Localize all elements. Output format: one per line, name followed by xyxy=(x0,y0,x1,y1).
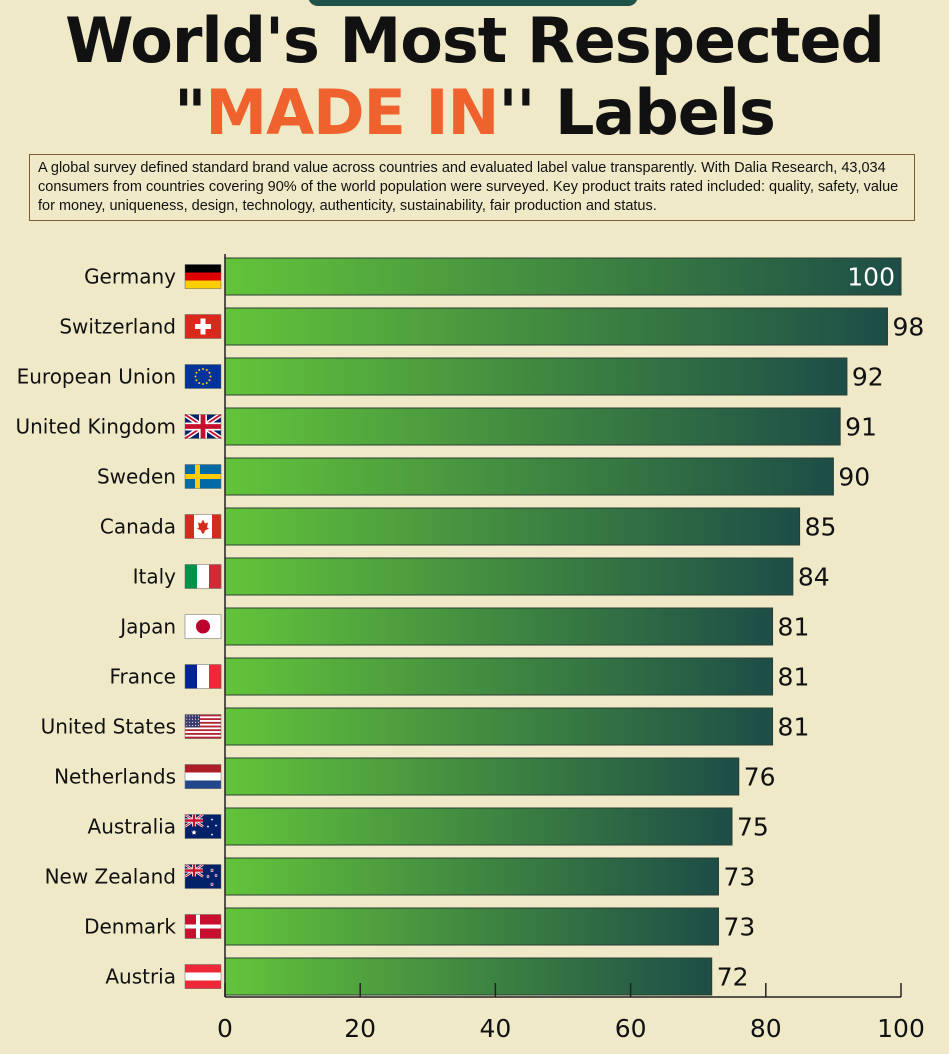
bar-united-kingdom xyxy=(224,407,841,446)
bar-denmark xyxy=(224,907,719,946)
category-label: Netherlands xyxy=(54,765,176,789)
germany-flag-icon xyxy=(184,264,222,289)
category-label: United Kingdom xyxy=(15,415,176,439)
survey-description: A global survey defined standard brand v… xyxy=(29,154,915,221)
category-label: Australia xyxy=(88,815,176,839)
france-flag-icon xyxy=(184,664,222,689)
austria-flag-icon xyxy=(184,964,222,989)
canada-flag-icon xyxy=(184,514,222,539)
bar-european-union xyxy=(224,357,848,396)
eu-flag-icon xyxy=(184,364,222,389)
japan-flag-icon xyxy=(184,614,222,639)
value-label: 92 xyxy=(852,363,884,392)
x-tick-label: 40 xyxy=(479,1014,511,1043)
value-label: 75 xyxy=(737,813,769,842)
bar-new-zealand xyxy=(224,857,719,896)
x-tick-label: 80 xyxy=(750,1014,782,1043)
value-label: 81 xyxy=(778,663,810,692)
value-label: 90 xyxy=(838,463,870,492)
chart-title-line2: "MADE IN'' Labels xyxy=(0,78,949,148)
switzerland-flag-icon xyxy=(184,314,222,339)
category-label: Italy xyxy=(133,565,177,589)
x-tick-label: 0 xyxy=(217,1014,233,1043)
category-label: France xyxy=(109,665,176,689)
category-label: Japan xyxy=(118,615,176,639)
title-quote-close: '' Labels xyxy=(498,76,775,149)
netherlands-flag-icon xyxy=(184,764,222,789)
usa-flag-icon xyxy=(184,714,222,739)
bar-canada xyxy=(224,507,801,546)
category-label: Canada xyxy=(100,515,176,539)
category-label: European Union xyxy=(17,365,176,389)
x-tick-label: 20 xyxy=(344,1014,376,1043)
chart-title-line1: World's Most Respected xyxy=(65,4,885,77)
category-label: Germany xyxy=(84,265,176,289)
top-banner-tab xyxy=(308,0,638,6)
value-label: 98 xyxy=(892,313,924,342)
new-zealand-flag-icon xyxy=(184,863,222,889)
category-label: Sweden xyxy=(97,465,176,489)
title-quote-open: " xyxy=(174,76,206,149)
italy-flag-icon xyxy=(184,564,222,589)
value-label: 81 xyxy=(778,713,810,742)
category-label: Switzerland xyxy=(59,315,176,339)
value-label: 100 xyxy=(847,263,895,292)
bar-germany xyxy=(224,257,902,296)
x-tick-label: 100 xyxy=(877,1014,925,1043)
bar-australia xyxy=(224,807,733,846)
value-label: 72 xyxy=(717,963,749,992)
value-label: 76 xyxy=(744,763,776,792)
bar-netherlands xyxy=(224,757,740,796)
category-label: Austria xyxy=(105,965,176,989)
value-label: 84 xyxy=(798,563,830,592)
bar-united-states xyxy=(224,707,774,746)
value-label: 73 xyxy=(723,863,755,892)
bar-austria xyxy=(224,957,713,996)
value-label: 91 xyxy=(845,413,877,442)
value-label: 73 xyxy=(723,913,755,942)
bar-italy xyxy=(224,557,794,596)
sweden-flag-icon xyxy=(184,464,222,489)
category-label: Denmark xyxy=(84,915,176,939)
bar-japan xyxy=(224,607,774,646)
category-label: New Zealand xyxy=(45,865,176,889)
x-tick-label: 60 xyxy=(615,1014,647,1043)
title-accent: MADE IN xyxy=(205,76,499,149)
denmark-flag-icon xyxy=(184,914,222,939)
bar-france xyxy=(224,657,774,696)
uk-flag-icon xyxy=(183,412,223,441)
bar-switzerland xyxy=(224,307,888,346)
value-label: 85 xyxy=(805,513,837,542)
category-label: United States xyxy=(41,715,176,739)
australia-flag-icon xyxy=(184,813,222,839)
bar-sweden xyxy=(224,457,834,496)
value-label: 81 xyxy=(778,613,810,642)
